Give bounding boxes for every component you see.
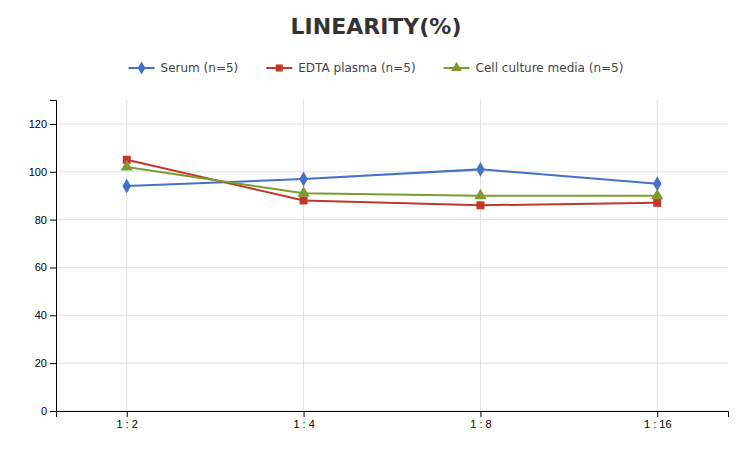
x-tick: 1 : 4 xyxy=(293,411,314,430)
y-tick: 0 xyxy=(41,405,56,417)
chart: LINEARITY(%)0204060801001201 : 21 : 41 :… xyxy=(0,0,752,451)
y-tick: 100 xyxy=(29,166,56,178)
series-marker xyxy=(476,162,485,177)
y-tick-mark xyxy=(50,172,56,173)
legend-item: Cell culture media (n=5) xyxy=(444,61,624,75)
y-axis: 0 20 40 60 80 100 120 xyxy=(29,101,57,418)
x-tick: 1 : 2 xyxy=(117,411,138,430)
y-tick-mark xyxy=(50,267,56,268)
y-axis-line xyxy=(50,101,57,412)
grid-line xyxy=(56,123,728,124)
x-tick-mark xyxy=(657,411,658,417)
series-marker xyxy=(651,189,663,200)
y-tick-mark xyxy=(50,315,56,316)
legend-label: Cell culture media (n=5) xyxy=(476,61,624,75)
series-marker xyxy=(297,186,309,197)
legend-item: Serum (n=5) xyxy=(129,61,239,75)
x-axis: 1 : 2 1 : 4 1 : 8 1 : 16 xyxy=(57,411,729,430)
y-tick: 20 xyxy=(35,357,56,369)
y-tick-mark xyxy=(50,411,56,412)
x-tick-mark xyxy=(480,411,481,417)
grid-line xyxy=(56,267,728,268)
y-tick-label: 20 xyxy=(35,357,47,369)
legend-label: Serum (n=5) xyxy=(161,61,239,75)
series-marker xyxy=(121,160,133,171)
series-marker xyxy=(476,201,484,209)
y-tick-mark xyxy=(50,124,56,125)
x-tick: 1 : 16 xyxy=(644,411,672,430)
grid-line xyxy=(56,315,728,316)
grid-line xyxy=(657,100,658,411)
x-axis-line xyxy=(57,412,729,418)
y-tick-label: 60 xyxy=(35,261,47,273)
y-tick-label: 120 xyxy=(29,118,47,130)
grid-line xyxy=(56,363,728,364)
y-tick: 80 xyxy=(35,214,56,226)
legend: Serum (n=5) EDTA plasma (n=5) Cell culture… xyxy=(129,61,624,75)
grid-line xyxy=(126,100,127,411)
y-tick-label: 40 xyxy=(35,309,47,321)
series-marker xyxy=(474,189,486,200)
y-tick-label: 0 xyxy=(41,405,47,417)
x-tick-label: 1 : 2 xyxy=(117,418,138,430)
x-tick-mark xyxy=(127,411,128,417)
grid xyxy=(56,100,728,411)
title: LINEARITY(%) xyxy=(291,14,462,39)
x-tick-label: 1 : 8 xyxy=(470,418,491,430)
y-tick: 120 xyxy=(29,118,56,130)
legend-marker xyxy=(451,62,462,71)
y-tick-label: 100 xyxy=(29,166,47,178)
series-line xyxy=(127,160,658,205)
series-marker xyxy=(122,179,131,194)
series-marker xyxy=(300,196,308,204)
y-tick-mark xyxy=(50,220,56,221)
y-tick-label: 80 xyxy=(35,214,47,226)
x-tick-label: 1 : 16 xyxy=(644,418,672,430)
grid-line xyxy=(56,219,728,220)
legend-marker xyxy=(276,64,283,71)
series-marker xyxy=(653,199,661,207)
series-group xyxy=(121,156,664,209)
plot: 0 20 40 60 80 100 120 1 : 2 1 : 4 1 : 8 1 : 16 xyxy=(29,100,729,430)
x-tick: 1 : 8 xyxy=(470,411,491,430)
x-tick-label: 1 : 4 xyxy=(293,418,314,430)
y-tick-mark xyxy=(50,363,56,364)
legend-label: EDTA plasma (n=5) xyxy=(298,61,415,75)
y-tick: 40 xyxy=(35,309,56,321)
y-tick: 60 xyxy=(35,261,56,273)
series-marker xyxy=(299,172,308,187)
grid-line xyxy=(480,100,481,411)
series-line xyxy=(127,167,658,196)
x-tick-mark xyxy=(304,411,305,417)
legend-item: EDTA plasma (n=5) xyxy=(266,61,415,75)
legend-marker xyxy=(138,61,146,74)
grid-line xyxy=(303,100,304,411)
